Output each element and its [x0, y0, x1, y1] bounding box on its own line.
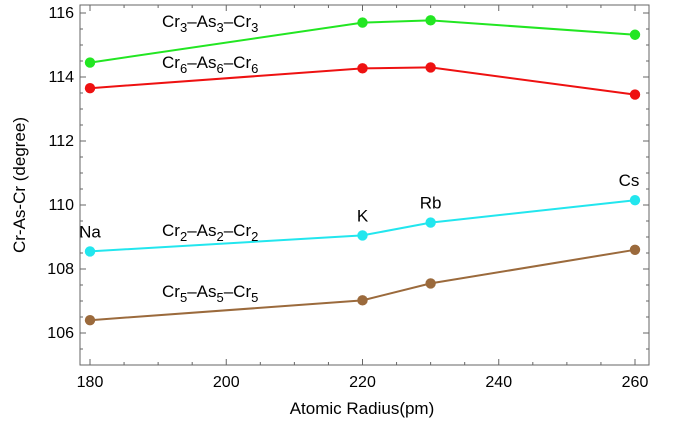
- x-tick-label: 180: [77, 374, 104, 391]
- series-point: [629, 244, 641, 255]
- point-annotation: Rb: [420, 194, 442, 213]
- series-point: [357, 295, 368, 306]
- series-label-4: Cr5–As5–Cr5: [162, 282, 258, 305]
- series-label-text: Cr: [162, 282, 180, 301]
- series-point: [357, 17, 368, 28]
- series-label-text: –As: [187, 12, 216, 31]
- series-line-1: [89, 19, 636, 64]
- series-point: [629, 29, 641, 40]
- plot-frame: [79, 4, 650, 366]
- y-tick-label: 114: [48, 69, 74, 86]
- x-tick-label: 240: [485, 374, 512, 391]
- series-line-3: [89, 199, 636, 253]
- series-label-subscript: 5: [180, 290, 187, 305]
- series-label-text: Cr: [162, 12, 180, 31]
- series-point: [425, 217, 436, 228]
- series-label-subscript: 2: [251, 229, 258, 244]
- point-annotation: Na: [79, 222, 101, 241]
- series-point: [84, 246, 96, 257]
- point-annotation: K: [357, 206, 369, 225]
- series-label-3: Cr2–As2–Cr2: [162, 221, 258, 244]
- series-label-text: –As: [187, 53, 216, 72]
- series-label-text: –Cr: [224, 282, 252, 301]
- series-label-subscript: 5: [216, 290, 223, 305]
- series-line-2: [89, 66, 636, 96]
- series-label-subscript: 3: [251, 20, 258, 35]
- series-label-text: Cr: [162, 221, 180, 240]
- series-label-text: –As: [187, 221, 216, 240]
- series-label-text: –As: [187, 282, 216, 301]
- y-tick-label: 112: [48, 133, 74, 150]
- series-label-subscript: 3: [180, 20, 187, 35]
- series-layer: [84, 15, 641, 326]
- series-point: [425, 278, 436, 289]
- series-label-text: –Cr: [224, 12, 252, 31]
- series-label-subscript: 2: [216, 229, 223, 244]
- series-label-subscript: 2: [180, 229, 187, 244]
- series-label-layer: Cr3–As3–Cr3Cr6–As6–Cr6Cr2–As2–Cr2Cr5–As5…: [162, 12, 258, 305]
- series-label-subscript: 5: [251, 290, 258, 305]
- series-label-subscript: 3: [216, 20, 223, 35]
- series-label-2: Cr6–As6–Cr6: [162, 53, 258, 76]
- series-label-subscript: 6: [251, 61, 258, 76]
- y-tick-label: 110: [48, 197, 74, 214]
- y-axis-ticks: 106 108 110 112 114 116: [47, 5, 649, 366]
- series-point: [425, 15, 436, 26]
- series-label-subscript: 6: [180, 61, 187, 76]
- y-tick-label: 116: [48, 5, 74, 22]
- y-axis-title: Cr-As-Cr (degree): [10, 117, 29, 253]
- x-axis-ticks: 180 200 220 240 260: [77, 5, 649, 391]
- series-point: [357, 230, 368, 241]
- x-tick-label: 200: [213, 374, 240, 391]
- series-point: [629, 89, 641, 100]
- series-point: [357, 63, 368, 74]
- series-line-4: [89, 248, 636, 322]
- series-label-1: Cr3–As3–Cr3: [162, 12, 258, 35]
- x-tick-label: 260: [622, 374, 649, 391]
- series-label-text: –Cr: [224, 221, 252, 240]
- y-tick-label: 108: [47, 261, 74, 278]
- series-label-subscript: 6: [216, 61, 223, 76]
- series-point: [629, 195, 641, 206]
- point-annotation: Cs: [619, 171, 640, 190]
- series-point: [84, 315, 96, 326]
- x-axis-title: Atomic Radius(pm): [290, 399, 435, 418]
- series-label-text: Cr: [162, 53, 180, 72]
- y-tick-label: 106: [47, 325, 74, 342]
- series-point: [84, 57, 96, 68]
- series-label-text: –Cr: [224, 53, 252, 72]
- x-tick-label: 220: [349, 374, 376, 391]
- point-annotation-layer: Na K Rb Cs: [79, 171, 639, 241]
- series-point: [84, 83, 96, 94]
- series-point: [425, 62, 436, 73]
